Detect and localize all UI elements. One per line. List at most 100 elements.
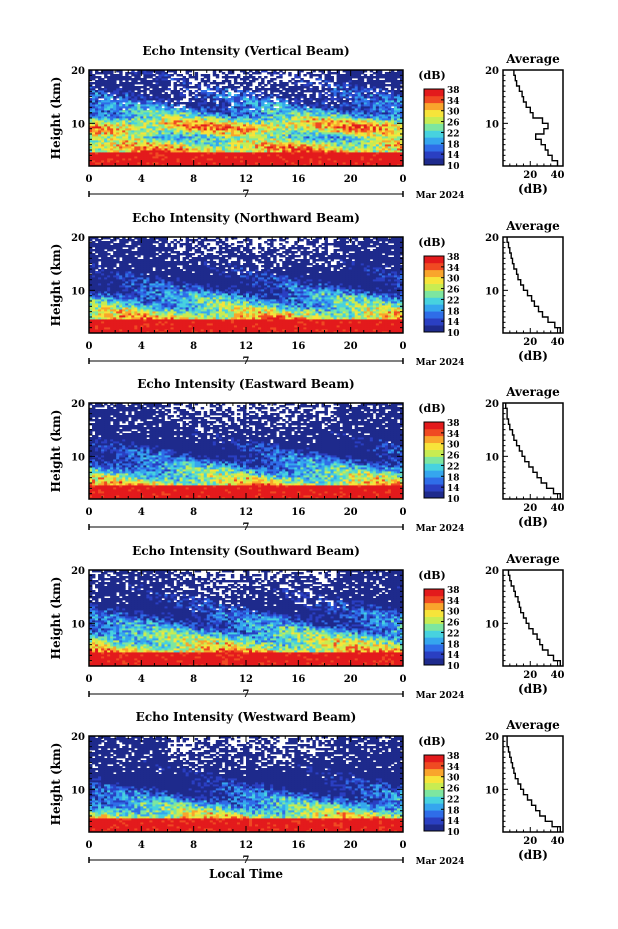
- heatmap-cell: [183, 102, 186, 104]
- heatmap-cell: [174, 102, 177, 104]
- heatmap-cell: [122, 104, 125, 106]
- colorbar-segment: [424, 89, 444, 96]
- heatmap-cell: [140, 94, 143, 96]
- heatmap-cell: [231, 106, 234, 108]
- colorbar-tick-label: 18: [447, 140, 460, 150]
- heatmap-cell: [267, 72, 270, 74]
- heatmap-cell: [385, 84, 388, 86]
- heatmap-cell: [228, 80, 231, 82]
- heatmap-cell: [189, 82, 192, 84]
- heatmap-cell: [246, 72, 249, 74]
- heatmap-cell: [361, 76, 364, 78]
- heatmap-cell: [149, 80, 152, 82]
- heatmap-cell: [315, 86, 318, 88]
- heatmap-cell: [237, 82, 240, 84]
- heatmap-cell: [270, 84, 273, 86]
- x-tick-label: 4: [138, 174, 145, 185]
- heatmap-cell: [391, 108, 394, 110]
- heatmap-cell: [192, 76, 195, 78]
- colorbar-unit: (dB): [418, 69, 445, 82]
- heatmap-cell: [174, 108, 177, 110]
- heatmap-cell: [294, 94, 297, 96]
- heatmap-cell: [279, 74, 282, 76]
- heatmap-cell: [273, 78, 276, 80]
- heatmap-cell: [110, 100, 113, 102]
- heatmap-cell: [264, 104, 267, 106]
- heatmap-cell: [318, 74, 321, 76]
- heatmap-cell: [207, 102, 210, 104]
- heatmap-cell: [258, 76, 261, 78]
- heatmap-cell: [189, 86, 192, 88]
- heatmap-cell: [192, 96, 195, 98]
- heatmap-cell: [279, 96, 282, 98]
- heatmap-cell: [261, 78, 264, 80]
- x-tick-label: 12: [239, 174, 253, 185]
- heatmap-cell: [264, 88, 267, 90]
- heatmap-cell: [98, 100, 101, 102]
- heatmap-cell: [249, 88, 252, 90]
- heatmap-cell: [192, 92, 195, 94]
- heatmap-cell: [177, 90, 180, 92]
- heatmap-cell: [249, 74, 252, 76]
- heatmap-cell: [376, 92, 379, 94]
- profile-line: [514, 70, 558, 166]
- heatmap-cell: [122, 82, 125, 84]
- heatmap-cell: [321, 94, 324, 96]
- colorbar-tick-label: 26: [447, 119, 460, 129]
- heatmap-cell: [146, 94, 149, 96]
- heatmap-cell: [321, 84, 324, 86]
- heatmap-cell: [177, 74, 180, 76]
- heatmap-cell: [291, 102, 294, 104]
- heatmap-cell: [328, 94, 331, 96]
- heatmap-cell: [249, 110, 252, 112]
- heatmap-cell: [373, 72, 376, 74]
- heatmap-cell: [331, 72, 334, 74]
- heatmap-cell: [222, 86, 225, 88]
- heatmap-cell: [222, 80, 225, 82]
- heatmap-cell: [152, 74, 155, 76]
- heatmap-cell: [321, 80, 324, 82]
- heatmap-cell: [240, 102, 243, 104]
- heatmap-cell: [252, 110, 255, 112]
- heatmap-cell: [134, 92, 137, 94]
- heatmap-cell: [161, 108, 164, 110]
- heatmap-cell: [309, 82, 312, 84]
- heatmap-cell: [270, 100, 273, 102]
- heatmap-cell: [180, 108, 183, 110]
- heatmap-cell: [252, 76, 255, 78]
- heatmap-cell: [137, 104, 140, 106]
- heatmap-cell: [315, 74, 318, 76]
- heatmap-cell: [152, 78, 155, 80]
- colorbar-segment: [424, 151, 444, 158]
- heatmap-cell: [255, 78, 258, 80]
- heatmap-cell: [134, 72, 137, 74]
- heatmap-cell: [370, 92, 373, 94]
- heatmap-cell: [276, 102, 279, 104]
- heatmap-cell: [349, 102, 352, 104]
- heatmap-cell: [131, 78, 134, 80]
- heatmap-cell: [158, 88, 161, 90]
- heatmap-cell: [204, 90, 207, 92]
- heatmap-cell: [246, 98, 249, 100]
- heatmap-cell: [222, 72, 225, 74]
- heatmap-cell: [222, 76, 225, 78]
- heatmap-cell: [291, 78, 294, 80]
- heatmap-cell: [294, 80, 297, 82]
- heatmap-cell: [180, 82, 183, 84]
- heatmap-cell: [291, 98, 294, 100]
- heatmap-cell: [252, 96, 255, 98]
- heatmap-cell: [237, 74, 240, 76]
- heatmap-cell: [337, 104, 340, 106]
- heatmap-cell: [276, 76, 279, 78]
- heatmap-cell: [219, 82, 222, 84]
- heatmap-cell: [183, 90, 186, 92]
- colorbar: (dB)1014182226303438: [418, 69, 459, 172]
- heatmap-cell: [101, 100, 104, 102]
- heatmap-cell: [300, 100, 303, 102]
- heatmap-cell: [189, 98, 192, 100]
- heatmap-cell: [122, 76, 125, 78]
- x-tick-label: 8: [190, 174, 197, 185]
- heatmap-cell: [180, 74, 183, 76]
- heatmap-cell: [385, 72, 388, 74]
- heatmap-cell: [216, 74, 219, 76]
